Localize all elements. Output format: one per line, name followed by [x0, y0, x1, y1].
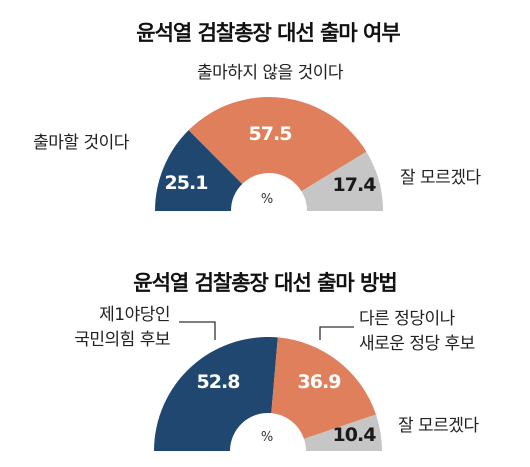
chart-2-slices: [154, 337, 382, 451]
chart-2-slice-1: [154, 337, 278, 451]
chart-2: 윤석열 검찰총장 대선 출마 방법 52.8 36.9 10.4 % 제1야당인…: [74, 271, 480, 451]
chart-2-legend-2-line-2: 새로운 정당 후보: [359, 334, 475, 354]
chart-2-unit: %: [261, 430, 273, 445]
chart-1-legend-1: 출마할 것이다: [33, 133, 130, 153]
chart-2-title: 윤석열 검찰총장 대선 출마 방법: [133, 271, 396, 295]
chart-2-value-label-1: 52.8: [197, 371, 241, 393]
chart-2-slice-3: [303, 414, 382, 451]
chart-1: 윤석열 검찰총장 대선 출마 여부 25.1 57.5 17.4 % 출마할 것…: [33, 21, 482, 211]
chart-1-legend-3: 잘 모르겠다: [400, 168, 481, 188]
chart-1-legend-2: 출마하지 않을 것이다: [197, 63, 344, 83]
chart-1-unit: %: [261, 192, 273, 207]
chart-2-slice-2: [271, 337, 376, 439]
chart-1-slices: [155, 97, 383, 211]
chart-2-value-label-3: 10.4: [333, 424, 377, 446]
chart-1-value-label-2: 57.5: [249, 123, 292, 145]
chart-2-leader-line-1: [179, 321, 216, 340]
chart-2-legend-1-line-2: 국민의힘 후보: [74, 330, 170, 350]
chart-2-legend-2-line-1: 다른 정당이나: [359, 309, 456, 329]
chart-2-leader-line-2: [319, 326, 354, 340]
chart-2-legend-3: 잘 모르겠다: [398, 416, 479, 436]
chart-2-value-label-2: 36.9: [298, 371, 341, 393]
chart-1-slice-2: [188, 97, 367, 192]
chart-1-title: 윤석열 검찰총장 대선 출마 여부: [136, 21, 400, 45]
chart-1-value-label-1: 25.1: [165, 172, 208, 194]
chart-1-value-label-3: 17.4: [333, 174, 377, 196]
chart-1-slice-3: [301, 151, 383, 211]
chart-2-legend-1-line-1: 제1야당인: [99, 305, 170, 325]
chart-1-slice-1: [155, 130, 243, 211]
